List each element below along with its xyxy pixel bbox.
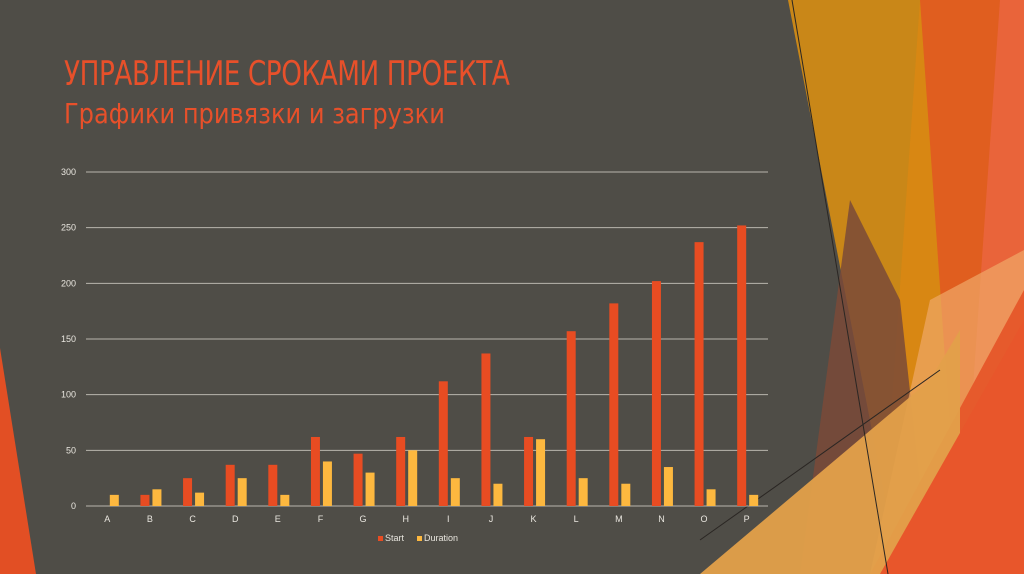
y-tick-label: 0	[71, 501, 76, 511]
x-tick-label: D	[232, 514, 239, 524]
bar-duration	[706, 489, 716, 506]
x-tick-label: A	[104, 514, 110, 524]
legend-swatch-duration	[417, 536, 422, 541]
bar-start	[268, 464, 278, 506]
slide-title: УПРАВЛЕНИЕ СРОКАМИ ПРОЕКТА	[64, 54, 510, 94]
legend-label-duration: Duration	[424, 533, 458, 543]
y-tick-label: 300	[61, 167, 76, 177]
bar-duration	[365, 472, 375, 506]
bar-duration	[493, 483, 503, 506]
bar-start	[438, 381, 448, 506]
x-tick-label: N	[658, 514, 665, 524]
x-tick-label: H	[402, 514, 409, 524]
y-tick-label: 50	[66, 445, 76, 455]
bar-start	[609, 303, 619, 506]
y-tick-label: 200	[61, 278, 76, 288]
bar-duration	[663, 467, 673, 506]
y-tick-label: 150	[61, 334, 76, 344]
y-axis-labels: 0 50 100 150 200 250 300	[61, 167, 76, 511]
bar-start	[481, 353, 491, 506]
x-tick-label: O	[701, 514, 708, 524]
x-tick-label: F	[318, 514, 324, 524]
bar-duration	[621, 483, 631, 506]
bar-start	[737, 225, 747, 506]
bar-start	[524, 436, 534, 506]
x-tick-label: J	[489, 514, 494, 524]
chart-bars	[109, 225, 759, 506]
bar-duration	[749, 494, 759, 506]
x-tick-label: C	[189, 514, 196, 524]
legend-swatch-start	[378, 536, 383, 541]
bar-start	[140, 494, 150, 506]
x-tick-label: B	[147, 514, 153, 524]
bar-start	[566, 331, 576, 506]
bar-duration	[578, 478, 588, 506]
bar-start	[396, 436, 406, 506]
bar-start	[694, 242, 704, 506]
bar-start	[310, 436, 320, 506]
bar-duration	[280, 494, 290, 506]
bar-start	[353, 453, 363, 506]
slide-title-block: УПРАВЛЕНИЕ СРОКАМИ ПРОЕКТА Графики привя…	[64, 52, 582, 132]
x-tick-label: L	[574, 514, 579, 524]
bar-duration	[237, 478, 247, 506]
bar-duration	[408, 450, 418, 506]
x-tick-label: P	[744, 514, 750, 524]
bar-duration	[536, 439, 546, 506]
x-tick-label: K	[531, 514, 537, 524]
y-tick-label: 100	[61, 390, 76, 400]
x-tick-label: M	[615, 514, 623, 524]
bar-duration	[109, 494, 119, 506]
x-axis-labels: A B C D E F G H I J K L M N O P	[104, 514, 749, 524]
bar-start	[183, 478, 193, 506]
bar-duration	[152, 489, 162, 506]
x-tick-label: G	[360, 514, 367, 524]
bar-start	[651, 281, 661, 506]
y-tick-label: 250	[61, 223, 76, 233]
bar-duration	[450, 478, 460, 506]
x-tick-label: E	[275, 514, 281, 524]
slide-subtitle: Графики привязки и загрузки	[64, 97, 445, 130]
bar-duration	[322, 461, 332, 506]
bar-duration	[195, 492, 205, 506]
bar-start	[225, 464, 235, 506]
legend-label-start: Start	[385, 533, 405, 543]
chart-legend: Start Duration	[378, 533, 458, 543]
x-tick-label: I	[447, 514, 450, 524]
chart-gridlines	[86, 171, 768, 507]
